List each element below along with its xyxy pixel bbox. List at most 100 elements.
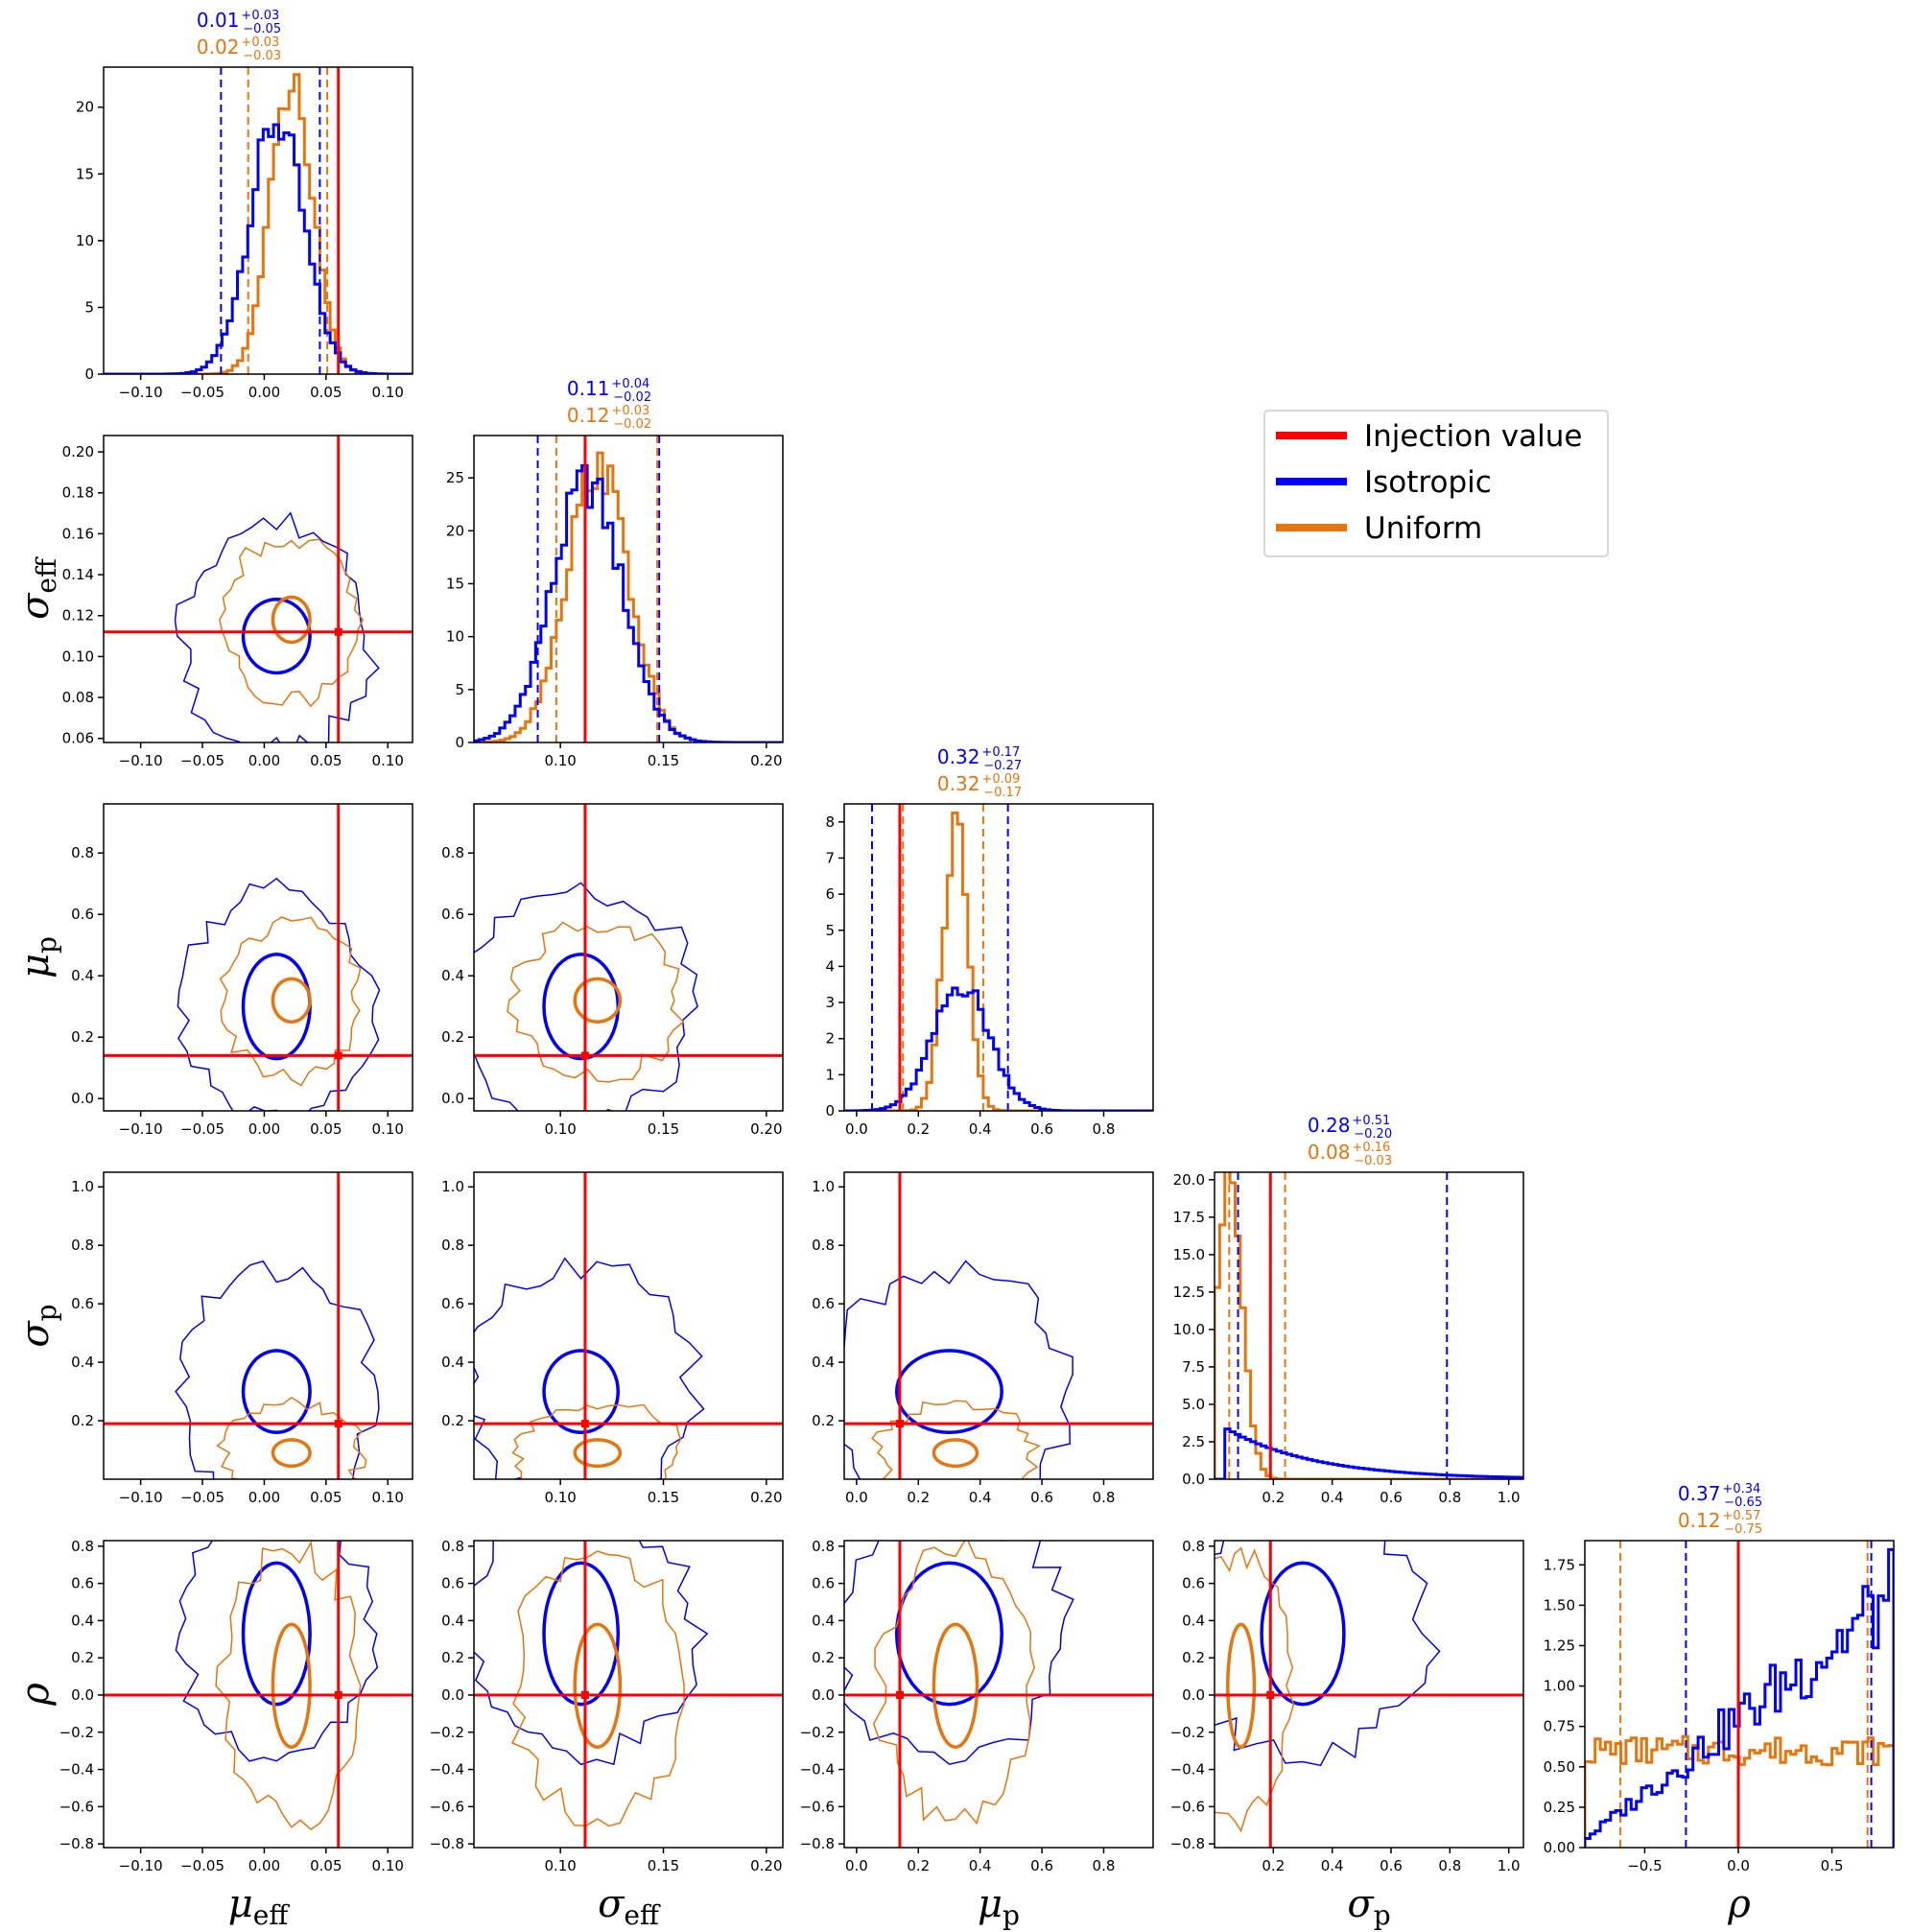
y-tick-label: 0.8	[71, 1538, 94, 1555]
x-axis-label-1: σeff	[598, 1882, 661, 1931]
x-tick-label: −0.5	[1627, 1857, 1662, 1874]
contour-uniform-outer	[872, 1541, 1035, 1826]
y-tick-label: 0	[825, 1102, 835, 1119]
quantile-plus: +0.03	[611, 404, 649, 418]
quantile-plus: +0.57	[1722, 1509, 1760, 1523]
contour-isotropic-outer	[844, 1541, 1074, 1765]
quantile-median: 0.08	[1308, 1141, 1351, 1164]
panel-3-1: 0.2 0.4 0.6 0.8 1.0 0.10 0.15 0.20	[441, 1171, 784, 1506]
y-tick-label: 10	[76, 232, 94, 249]
y-tick-label: 0.8	[812, 1237, 835, 1254]
x-tick-label: 0.8	[1093, 1857, 1116, 1874]
y-tick-label: 0.8	[71, 844, 94, 861]
quantile-median: 0.12	[1678, 1509, 1721, 1532]
legend-frame	[1263, 410, 1609, 557]
panel-content	[104, 1172, 413, 1479]
panel-content	[104, 436, 413, 742]
y-tick-label: 0.2	[441, 1412, 464, 1429]
quantile-minus: −0.02	[613, 417, 651, 432]
quantile-plus: +0.03	[241, 35, 279, 50]
panel-content	[1215, 1172, 1523, 1479]
contour-isotropic-outer	[174, 511, 380, 742]
y-tick-label: 0.0	[441, 1686, 464, 1704]
x-axis-label-4: ρ	[1727, 1882, 1751, 1926]
panel-4-0: −0.8 −0.6 −0.4 −0.2 0.0 0.2 0.4 0.6 0.8 −0.10 −0.0…	[59, 1538, 413, 1874]
quantile-title-isotropic: 0.28 +0.51 −0.20	[1308, 1114, 1392, 1142]
x-tick-label: 0.2	[907, 1120, 930, 1138]
panel-frame	[103, 1540, 413, 1849]
x-tick-label: 0.2	[907, 1489, 930, 1506]
quantile-median: 0.11	[567, 377, 610, 400]
y-tick-label: −0.2	[1170, 1724, 1205, 1741]
y-tick-label: −0.2	[59, 1724, 94, 1741]
contour-uniform-outer	[219, 538, 365, 708]
y-axis-label-2-subscript: p	[31, 936, 62, 954]
quantile-median: 0.32	[937, 772, 980, 795]
y-axis-label-1-subscript: eff	[31, 556, 62, 594]
contour-isotropic-inner	[241, 597, 312, 675]
contour-uniform-inner	[573, 1438, 623, 1469]
y-axis-label-3: σp	[13, 1304, 62, 1347]
x-tick-label: 0.8	[1438, 1857, 1461, 1874]
panel-frame	[103, 1171, 413, 1480]
x-tick-label: 0.05	[310, 1489, 342, 1506]
y-tick-label: 0.0	[71, 1686, 94, 1704]
y-tick-label: 10.0	[1173, 1321, 1205, 1338]
x-tick-label: 0.6	[1030, 1489, 1053, 1506]
y-tick-label: 2	[825, 1030, 835, 1048]
x-tick-label: 0.10	[544, 1489, 576, 1506]
panel-frame	[103, 435, 413, 743]
y-tick-label: 0.6	[812, 1575, 835, 1592]
y-tick-label: 0.75	[1544, 1718, 1575, 1735]
x-axis-label-3-symbol: σ	[1347, 1882, 1375, 1926]
y-tick-label: 0.08	[62, 689, 94, 706]
y-tick-label: 0.0	[441, 1090, 464, 1107]
x-tick-label: −0.05	[180, 384, 224, 401]
x-tick-label: 0.2	[907, 1857, 930, 1874]
y-axis-label-3-subscript: p	[31, 1304, 62, 1321]
quantile-title-uniform: 0.02 +0.03 −0.03	[197, 35, 281, 63]
contour-uniform-outer	[507, 921, 685, 1083]
y-tick-label: 0.8	[71, 1237, 94, 1254]
y-tick-label: 0.14	[62, 566, 94, 583]
quantile-title-uniform: 0.12 +0.03 −0.02	[567, 404, 651, 432]
contour-isotropic-inner	[241, 953, 312, 1061]
y-tick-label: 0.12	[62, 607, 94, 624]
panel-content	[844, 1541, 1153, 1848]
x-tick-label: 0.05	[310, 1857, 342, 1874]
x-tick-label: −0.10	[119, 1489, 163, 1506]
contour-uniform-inner	[271, 595, 312, 645]
y-tick-label: 0	[84, 365, 94, 383]
x-tick-label: 0.00	[248, 1120, 280, 1138]
y-tick-label: 20	[446, 522, 464, 539]
y-tick-label: 0.00	[1544, 1839, 1575, 1856]
panel-frame	[843, 1171, 1154, 1480]
x-tick-label: 0.8	[1093, 1489, 1116, 1506]
y-tick-label: 0.4	[441, 967, 464, 984]
x-axis-label-2-subscript: p	[1003, 1899, 1020, 1931]
contour-isotropic-inner	[542, 1561, 621, 1707]
y-tick-label: 12.5	[1173, 1284, 1205, 1301]
contour-isotropic-inner	[241, 1349, 312, 1434]
x-tick-label: −0.10	[119, 384, 163, 401]
y-tick-label: −0.6	[800, 1798, 835, 1815]
x-tick-label: −0.05	[180, 752, 224, 769]
y-tick-label: 0.6	[441, 1575, 464, 1592]
y-tick-label: 2.5	[1182, 1433, 1205, 1450]
y-tick-label: −0.4	[800, 1761, 835, 1779]
panel-frame	[1214, 1171, 1524, 1480]
y-tick-label: 8	[825, 813, 835, 831]
y-tick-label: 0.6	[812, 1295, 835, 1312]
contour-uniform-outer	[215, 1541, 362, 1831]
y-tick-label: 20.0	[1173, 1171, 1205, 1189]
x-tick-label: 0.15	[648, 752, 679, 769]
x-tick-label: 0.2	[1262, 1857, 1285, 1874]
x-axis-label-0-subscript: eff	[253, 1899, 291, 1931]
panel-frame	[1584, 1540, 1895, 1849]
y-tick-label: 5.0	[1182, 1396, 1205, 1413]
panel-frame	[473, 803, 784, 1112]
x-tick-label: 0.10	[372, 1857, 404, 1874]
legend-label-injection: Injection value	[1364, 419, 1582, 454]
injection-marker	[334, 1420, 342, 1428]
injection-marker	[580, 1420, 589, 1428]
